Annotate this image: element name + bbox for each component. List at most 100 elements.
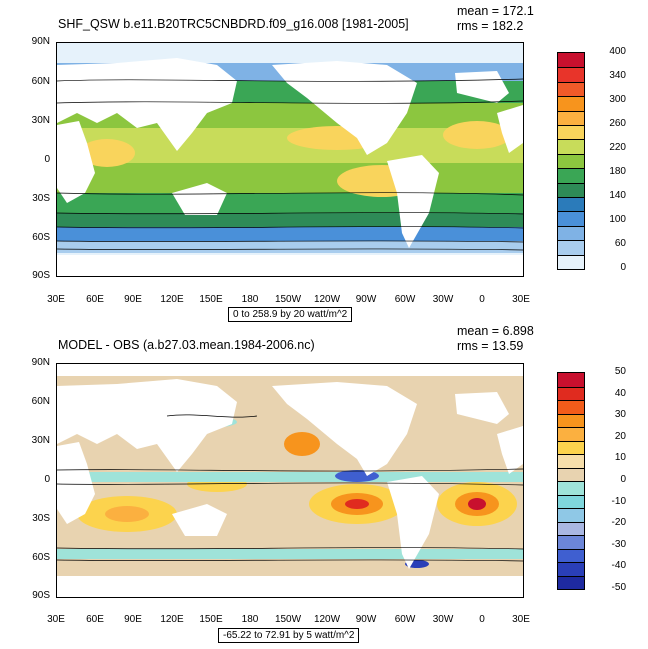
colorbar-label: 100 <box>609 214 626 225</box>
colorbar-swatch <box>558 373 584 387</box>
mean-label: mean = 6.898 <box>457 324 534 338</box>
colorbar-swatch <box>558 413 584 427</box>
colorbar-label: 0 <box>620 474 626 485</box>
lon-label: 60E <box>86 614 104 625</box>
contour-lines <box>57 78 523 251</box>
lon-label: 150E <box>199 294 223 305</box>
panel-top: SHF_QSW b.e11.B20TRC5CNBDRD.f09_g16.008 … <box>0 0 648 322</box>
land-south-america <box>387 155 439 248</box>
colorbar-label: 10 <box>614 452 626 464</box>
band-south-high <box>57 227 523 241</box>
colorbar-swatch <box>558 125 584 140</box>
colorbar-label: 30 <box>614 409 626 421</box>
colorbar <box>557 52 585 270</box>
band-south-mid2 <box>57 213 523 227</box>
arctic-missing <box>57 364 523 376</box>
land-africa <box>57 121 95 203</box>
colorbar-swatch <box>558 386 584 400</box>
land-north-america <box>272 382 417 476</box>
colorbar-swatch <box>558 400 584 414</box>
colorbar-swatch <box>558 481 584 495</box>
lon-label: 30W <box>432 294 454 305</box>
colorbar-label: 260 <box>609 118 626 129</box>
colorbar <box>557 372 585 590</box>
contour-line <box>57 482 523 486</box>
colorbar-swatch <box>558 225 584 241</box>
map-plot <box>56 42 524 277</box>
colorbar-label: 40 <box>614 387 626 399</box>
range-note: 0 to 258.9 by 20 watt/m^2 <box>228 307 353 322</box>
lat-label: 90N <box>31 36 50 47</box>
colorbar-swatch <box>558 96 584 111</box>
rms-label: rms = 182.2 <box>457 19 524 33</box>
lat-label: 90S <box>32 590 50 601</box>
colorbar-swatch <box>558 521 584 535</box>
colorbar-swatch <box>558 508 584 522</box>
lat-label: 0 <box>44 474 50 485</box>
colorbar-swatch <box>558 254 584 269</box>
contour-lines <box>57 414 523 562</box>
bias-patch-npacific <box>284 432 320 456</box>
land-europe-africa-east <box>497 105 523 153</box>
colorbar-label: 20 <box>614 430 626 442</box>
colorbar-swatch <box>558 548 584 562</box>
lat-label: 90N <box>31 357 50 368</box>
mean-label: mean = 172.1 <box>457 4 534 18</box>
bias-core-indian <box>105 506 149 522</box>
panel-title: MODEL - OBS (a.b27.03.mean.1984-2006.nc) <box>58 338 315 352</box>
colorbar-swatch <box>558 427 584 441</box>
lon-label: 0 <box>479 294 485 305</box>
lon-label: 30E <box>512 294 530 305</box>
colorbar-label: 140 <box>609 190 626 201</box>
land-north-america <box>272 61 417 155</box>
land-africa <box>57 442 95 524</box>
colorbar-label: 340 <box>609 70 626 81</box>
bias-southern-cool <box>57 549 523 559</box>
colorbar-swatch <box>558 182 584 197</box>
land-antarctica <box>57 576 523 597</box>
land-antarctica <box>57 255 523 276</box>
lat-label: 30S <box>32 193 50 204</box>
lon-label: 60W <box>394 294 416 305</box>
land-eurasia <box>57 379 237 472</box>
contour-line <box>57 78 523 82</box>
map-plot <box>56 363 524 598</box>
colorbar-swatch <box>558 535 584 549</box>
lat-label: 30S <box>32 513 50 524</box>
contour-line <box>57 212 523 215</box>
colorbar-label: 180 <box>609 166 626 177</box>
lon-label: 90E <box>124 614 142 625</box>
lon-label: 120W <box>313 294 341 305</box>
colorbar-swatch <box>558 494 584 508</box>
lon-label: 30E <box>47 294 65 305</box>
colorbar-swatch <box>558 440 584 454</box>
range-note: -65.22 to 72.91 by 5 watt/m^2 <box>218 628 360 643</box>
lon-label: 30E <box>47 614 65 625</box>
colorbar-swatch <box>558 81 584 97</box>
lon-label: 120W <box>313 614 341 625</box>
colorbar-swatch <box>558 211 584 226</box>
contour-line <box>57 547 523 550</box>
lat-label: 60S <box>32 232 50 243</box>
colorbar-swatch <box>558 139 584 154</box>
lon-label: 60W <box>394 614 416 625</box>
contour-line <box>57 468 523 472</box>
land-australia <box>172 183 227 215</box>
colorbar-swatch <box>558 53 584 68</box>
lon-label: 90W <box>355 614 377 625</box>
lat-label: 90S <box>32 270 50 281</box>
colorbar-swatch <box>558 562 584 576</box>
colorbar-label: -30 <box>611 538 626 550</box>
lat-label: 60S <box>32 552 50 563</box>
lon-label: 60E <box>86 294 104 305</box>
contour-line <box>57 248 523 251</box>
lon-label: 120E <box>160 294 184 305</box>
lon-label: 30W <box>432 614 454 625</box>
lon-label: 30E <box>512 614 530 625</box>
lat-label: 60N <box>31 76 50 87</box>
contour-line <box>57 559 523 562</box>
lon-label: 150E <box>199 614 223 625</box>
colorbar-swatch <box>558 110 584 125</box>
colorbar-swatch <box>558 153 584 169</box>
lon-label: 180 <box>241 294 259 305</box>
